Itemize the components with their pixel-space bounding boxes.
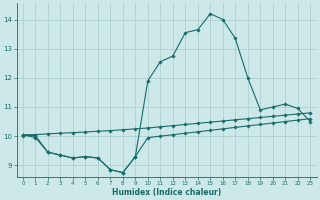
X-axis label: Humidex (Indice chaleur): Humidex (Indice chaleur) <box>112 188 221 197</box>
